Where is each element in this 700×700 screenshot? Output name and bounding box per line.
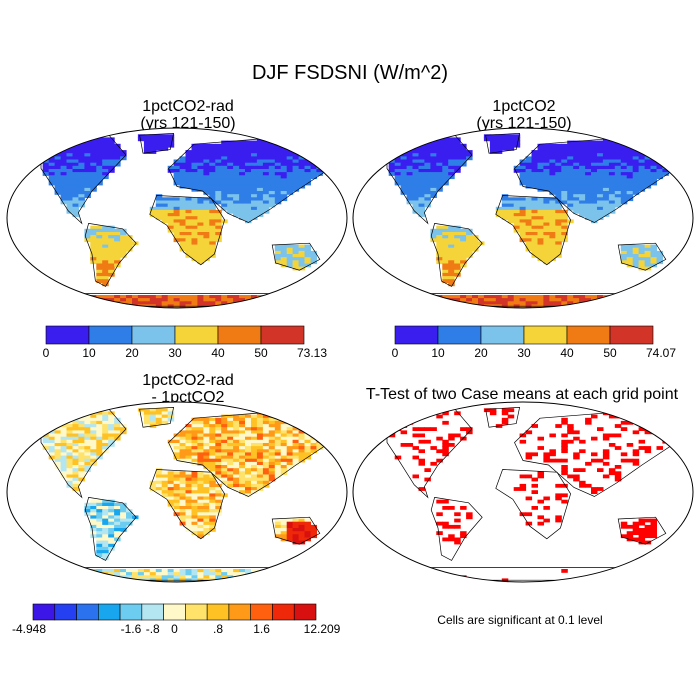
coastline-northAmerica xyxy=(386,408,473,499)
coastline-australia xyxy=(271,242,321,271)
coastline-northAmerica xyxy=(40,408,127,499)
colorbar-box xyxy=(250,603,273,621)
colorbar-box xyxy=(480,325,525,345)
colorbar-diff xyxy=(32,603,317,621)
panel4-title-line1: T-Test of two Case means at each grid po… xyxy=(365,386,679,403)
coastline-southAmerica xyxy=(84,223,137,287)
colorbar-box xyxy=(394,325,439,345)
coastline-eurasia xyxy=(168,412,331,497)
colorbar-box xyxy=(217,325,262,345)
coastline-australia xyxy=(617,242,667,271)
colorbar-tick-label: 10 xyxy=(431,346,445,360)
panel3-title-line1: 1pctCO2-rad xyxy=(142,372,234,389)
colorbar-box xyxy=(523,325,568,345)
colorbar-tick-label: 50 xyxy=(254,346,268,360)
colorbar-abs1 xyxy=(45,325,305,345)
colorbar-box xyxy=(141,603,164,621)
significance-note: Cells are significant at 0.1 level xyxy=(437,613,603,627)
panel2-title: 1pctCO2 (yrs 121-150) xyxy=(374,98,674,132)
coastline-africa xyxy=(149,195,225,266)
colorbar-box xyxy=(32,603,56,621)
colorbar-tick-label: 20 xyxy=(474,346,488,360)
colorbar-tick-label: 30 xyxy=(168,346,182,360)
coastline-southAmerica xyxy=(430,223,483,287)
map-3 xyxy=(6,401,348,583)
colorbar-tick-label: 40 xyxy=(211,346,225,360)
colorbar-box xyxy=(272,603,295,621)
colorbar-tick-label: 0 xyxy=(391,346,399,360)
colorbar-box xyxy=(119,603,143,621)
colorbar-box xyxy=(185,603,208,621)
colorbar-tick-label: -1.6 xyxy=(120,622,142,636)
colorbar-box xyxy=(260,325,305,345)
colorbar-tick-label: 73.13 xyxy=(296,346,328,360)
colorbar-box xyxy=(437,325,482,345)
colorbar-tick-label: 10 xyxy=(82,346,96,360)
colorbar-tick-label: 20 xyxy=(125,346,139,360)
colorbar-box xyxy=(76,603,99,621)
colorbar-tick-label: 1.6 xyxy=(253,622,270,636)
coastline-southAmerica xyxy=(430,497,483,561)
colorbar-tick-label: -4.948 xyxy=(11,622,47,636)
colorbar-tick-label: 12.209 xyxy=(303,622,341,636)
map-border xyxy=(352,401,694,583)
coastline-greenland xyxy=(485,407,521,428)
coastline-greenland xyxy=(139,407,175,428)
colorbar-box xyxy=(566,325,611,345)
coastline-greenland xyxy=(139,133,175,154)
colorbar-tick-label: -.8 xyxy=(145,622,160,636)
map-1 xyxy=(6,127,348,309)
coastline-eurasia xyxy=(514,138,677,223)
colorbar-tick-label: 30 xyxy=(517,346,531,360)
colorbar-box xyxy=(228,603,251,621)
figure-title: DJF FSDSNI (W/m^2) xyxy=(251,62,449,84)
map-border xyxy=(6,127,348,309)
coastline-africa xyxy=(495,195,571,266)
panel2-title-line1: 1pctCO2 xyxy=(492,98,556,115)
colorbar-box xyxy=(98,603,121,621)
coastline-southAmerica xyxy=(84,497,137,561)
colorbar-tick-label: .8 xyxy=(213,622,224,636)
colorbar-box xyxy=(163,603,186,621)
colorbar-tick-label: 0 xyxy=(42,346,50,360)
panel2-title-line2: (yrs 121-150) xyxy=(476,115,572,132)
colorbar-tick-label: 0 xyxy=(171,622,178,636)
coastline-australia xyxy=(271,516,321,545)
colorbar-tick-label: 40 xyxy=(560,346,574,360)
panel4-title: T-Test of two Case means at each grid po… xyxy=(348,386,696,403)
coastline-greenland xyxy=(485,133,521,154)
panel1-title-line1: 1pctCO2-rad xyxy=(142,98,234,115)
map-border xyxy=(6,401,348,583)
coastline-eurasia xyxy=(168,138,331,223)
coastline-australia xyxy=(617,516,667,545)
colorbar-abs2 xyxy=(394,325,654,345)
coastline-africa xyxy=(149,469,225,540)
colorbar-box xyxy=(131,325,176,345)
map-4 xyxy=(352,401,694,583)
coastline-africa xyxy=(495,469,571,540)
colorbar-box xyxy=(293,603,317,621)
colorbar-box xyxy=(174,325,219,345)
coastline-northAmerica xyxy=(386,134,473,225)
colorbar-box xyxy=(609,325,654,345)
colorbar-tick-label: 74.07 xyxy=(645,346,677,360)
colorbar-tick-label: 50 xyxy=(603,346,617,360)
colorbar-box xyxy=(88,325,133,345)
colorbar-box xyxy=(45,325,90,345)
coastline-eurasia xyxy=(514,412,677,497)
colorbar-box xyxy=(54,603,77,621)
map-border xyxy=(352,127,694,309)
colorbar-box xyxy=(206,603,230,621)
coastline-northAmerica xyxy=(40,134,127,225)
